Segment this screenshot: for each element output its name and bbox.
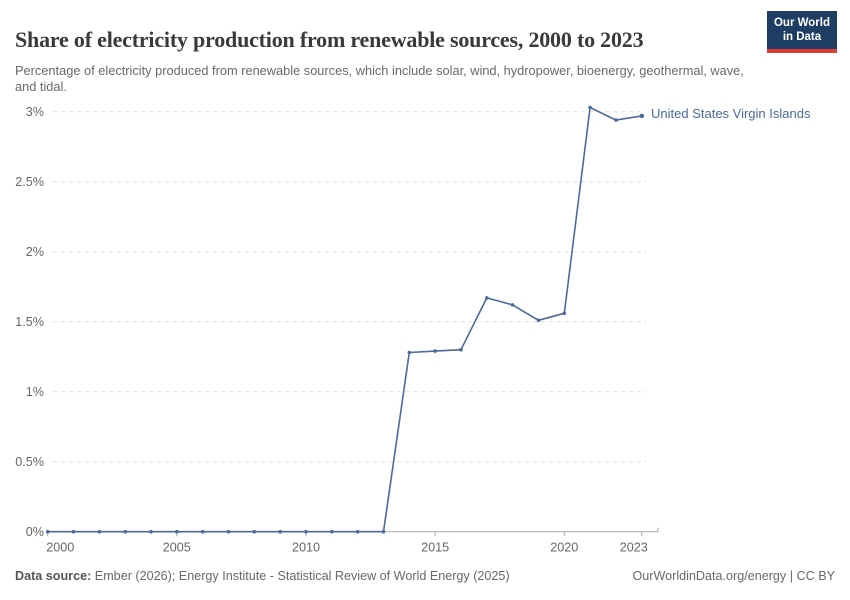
y-tick-label: 1.5%	[15, 315, 44, 329]
data-point[interactable]	[97, 529, 102, 534]
data-point[interactable]	[433, 349, 437, 353]
y-tick-label: 2%	[26, 245, 44, 259]
x-tick-label: 2015	[421, 541, 449, 555]
x-tick-label: 2023	[620, 541, 648, 555]
x-tick-label: 2010	[292, 541, 320, 555]
data-point[interactable]	[355, 529, 360, 534]
data-point[interactable]	[200, 529, 205, 534]
data-point[interactable]	[639, 113, 645, 119]
x-tick-label: 2000	[46, 541, 74, 555]
data-point[interactable]	[45, 529, 50, 534]
data-point[interactable]	[278, 529, 283, 534]
series-label[interactable]: United States Virgin Islands	[651, 106, 811, 121]
y-tick-label: 1%	[26, 385, 44, 399]
x-tick-label: 2020	[550, 541, 578, 555]
data-point[interactable]	[459, 347, 463, 352]
owid-logo-line2: in Data	[782, 31, 822, 44]
series-line	[47, 106, 642, 533]
data-point[interactable]	[562, 311, 567, 316]
x-tick-label: 2005	[163, 541, 191, 555]
data-point[interactable]	[588, 105, 592, 110]
data-source-label: Data source:	[15, 569, 92, 583]
y-tick-label: 0%	[26, 525, 44, 539]
owid-logo[interactable]: Our World in Data	[766, 11, 837, 53]
y-tick-label: 2.5%	[15, 175, 44, 189]
data-point[interactable]	[407, 350, 412, 355]
chart-subtitle: Percentage of electricity produced from …	[15, 62, 744, 95]
y-tick-label: 3%	[26, 105, 44, 119]
chart-footer: Data source: Ember (2026); Energy Instit…	[15, 569, 835, 583]
data-point[interactable]	[71, 529, 76, 534]
data-point[interactable]	[485, 296, 489, 300]
data-point[interactable]	[536, 318, 541, 323]
data-point[interactable]	[614, 118, 618, 122]
page-title: Share of electricity production from ren…	[15, 26, 644, 52]
data-point[interactable]	[252, 529, 257, 534]
y-tick-label: 0.5%	[15, 455, 44, 469]
data-point[interactable]	[330, 529, 334, 534]
data-point[interactable]	[149, 529, 153, 534]
data-source-text: Ember (2026); Energy Institute - Statist…	[91, 569, 510, 583]
data-point[interactable]	[175, 529, 179, 534]
footer-link[interactable]: OurWorldinData.org/energy | CC BY	[632, 569, 835, 583]
data-point[interactable]	[226, 529, 231, 534]
data-source: Data source: Ember (2026); Energy Instit…	[15, 569, 510, 583]
data-point[interactable]	[304, 529, 308, 534]
data-point[interactable]	[381, 529, 386, 534]
data-point[interactable]	[510, 303, 515, 307]
data-point[interactable]	[123, 529, 127, 534]
owid-logo-line1: Our World	[773, 17, 830, 29]
